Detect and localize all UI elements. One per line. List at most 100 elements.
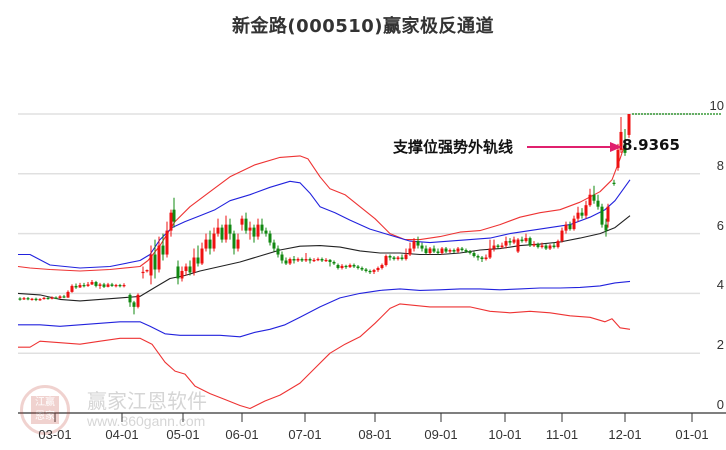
candle xyxy=(488,248,492,258)
candle xyxy=(34,298,38,300)
candle xyxy=(588,194,592,206)
watermark-logo-icon: 江赢恩家 xyxy=(20,385,70,435)
candle xyxy=(296,259,300,261)
candle xyxy=(244,218,248,231)
candle xyxy=(42,297,46,300)
candle xyxy=(372,270,376,272)
candle xyxy=(220,227,224,240)
y-tick-label: 8 xyxy=(716,157,724,173)
annotation-label: 支撑位强势外轨线 xyxy=(393,138,514,156)
candle xyxy=(256,224,260,237)
candle xyxy=(240,218,244,225)
candle xyxy=(596,200,600,207)
candle xyxy=(176,266,180,279)
annotation-value: 8.9365 xyxy=(622,136,680,154)
candle xyxy=(90,282,94,285)
candle xyxy=(136,294,140,307)
candle xyxy=(572,218,576,230)
candle xyxy=(308,259,312,261)
candle xyxy=(70,285,74,292)
candle xyxy=(276,248,280,255)
candle xyxy=(149,254,153,276)
candle xyxy=(288,259,292,264)
candle xyxy=(78,285,82,288)
candle xyxy=(376,267,380,271)
candle xyxy=(606,206,610,222)
candle xyxy=(26,298,30,300)
candle xyxy=(524,238,528,242)
candle xyxy=(320,259,324,261)
candle xyxy=(552,245,556,248)
candle xyxy=(464,250,468,252)
candle xyxy=(352,264,356,267)
candle xyxy=(344,265,348,268)
candle xyxy=(516,239,520,252)
candle xyxy=(456,248,460,252)
candle xyxy=(392,257,396,260)
candle xyxy=(153,254,157,270)
x-tick-label: 10-01 xyxy=(488,427,522,442)
candle xyxy=(604,224,608,231)
candle xyxy=(360,267,364,270)
candle xyxy=(580,212,584,216)
candle xyxy=(188,266,192,273)
watermark-url: www.360gann.com xyxy=(87,413,206,429)
channel-bands xyxy=(17,143,631,410)
candle xyxy=(141,271,145,274)
y-tick-label: 2 xyxy=(716,337,724,353)
candle xyxy=(157,245,161,270)
candle xyxy=(224,224,228,240)
candle xyxy=(560,230,564,242)
candle xyxy=(584,205,588,216)
candle xyxy=(132,302,136,307)
candle xyxy=(536,244,540,248)
candle xyxy=(74,285,78,288)
candle xyxy=(619,131,623,150)
candle xyxy=(512,239,516,243)
outer_lower_band-line xyxy=(18,303,631,410)
candle xyxy=(400,257,404,260)
candle xyxy=(508,241,512,243)
candle xyxy=(420,245,424,249)
candle xyxy=(208,239,212,249)
candle xyxy=(62,296,66,298)
candle xyxy=(165,230,169,255)
candle xyxy=(192,257,196,273)
inner_upper_band-line xyxy=(18,179,631,269)
candle xyxy=(476,256,480,258)
candle xyxy=(82,285,86,287)
candle xyxy=(480,257,484,260)
candle xyxy=(388,256,392,258)
candle xyxy=(200,248,204,264)
x-tick-label: 09-01 xyxy=(424,427,458,442)
x-axis xyxy=(18,412,726,422)
candle xyxy=(66,291,70,298)
candle xyxy=(492,245,496,249)
candle xyxy=(408,248,412,255)
candle xyxy=(268,233,272,243)
candle xyxy=(316,259,320,261)
chart-title: 新金路(000510)赢家极反通道 xyxy=(231,16,495,37)
candle xyxy=(504,241,508,246)
candle xyxy=(380,264,384,268)
candle xyxy=(58,296,62,299)
candle xyxy=(532,244,536,246)
x-tick-label: 07-01 xyxy=(288,427,322,442)
candle xyxy=(204,239,208,249)
candle xyxy=(500,245,504,248)
candle xyxy=(592,194,596,201)
candle xyxy=(86,284,90,286)
candle xyxy=(472,253,476,257)
candle xyxy=(340,265,344,268)
candle xyxy=(468,251,472,254)
candle xyxy=(260,224,264,231)
candle xyxy=(216,227,220,234)
candle xyxy=(627,114,631,135)
candle xyxy=(416,241,420,246)
candle xyxy=(196,257,200,264)
candle xyxy=(336,264,340,268)
candle xyxy=(332,262,336,264)
candle xyxy=(114,285,118,287)
candle xyxy=(404,254,408,260)
x-tick-label: 08-01 xyxy=(358,427,392,442)
